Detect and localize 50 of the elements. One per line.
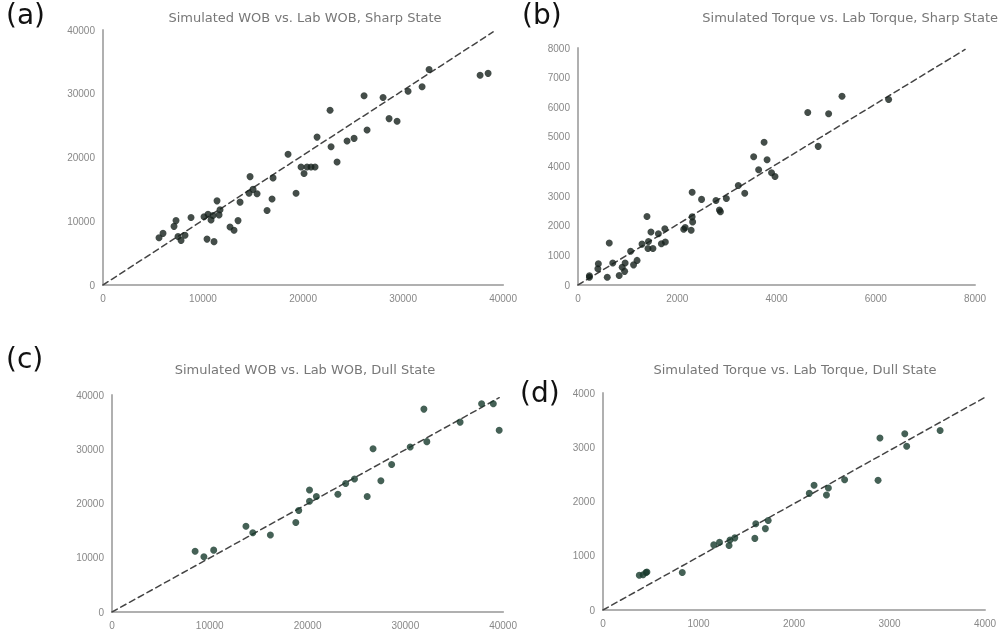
y-tick-label: 10000 [76,552,105,564]
y-tick-label: 6000 [547,101,571,113]
x-tick-label: 6000 [864,292,888,304]
y-tick-label: 10000 [67,215,96,227]
y-tick-label: 4000 [547,161,571,172]
text: (c) [6,341,44,375]
x-tick-label: 0 [600,617,607,629]
y-tick-label: 7000 [547,72,571,84]
y-tick-label: 0 [589,604,596,616]
chart-title: Simulated Torque vs. Lab Torque, Dull State [653,362,937,377]
x-tick-label: 1000 [687,617,711,629]
x-tick-label: 30000 [389,292,418,304]
text: (a) [6,0,46,31]
x-tick-label: 10000 [195,619,225,631]
y-tick-label: 40000 [76,389,105,401]
text: (b) [522,0,562,31]
y-tick-label: 0 [89,279,96,291]
x-tick-label: 30000 [391,619,420,631]
y-tick-label: 30000 [76,443,105,455]
x-tick-label: 0 [109,619,116,631]
y-tick-label: 1000 [547,249,571,261]
y-tick-label: 2000 [572,496,596,507]
y-tick-label: 0 [564,279,571,291]
x-tick-label: 2000 [782,617,806,629]
y-tick-label: 5000 [547,131,571,143]
y-tick-label: 3000 [572,441,596,453]
x-tick-label: 4000 [973,617,997,629]
y-tick-label: 8000 [547,42,571,54]
y-tick-label: 3000 [547,190,571,202]
x-tick-label: 20000 [293,619,322,631]
x-tick-label: 8000 [963,292,987,304]
y-tick-label: 20000 [76,498,105,509]
y-tick-label: 20000 [67,152,96,163]
x-tick-label: 3000 [878,617,902,629]
x-tick-label: 40000 [489,619,518,631]
y-tick-label: 40000 [67,24,96,36]
text: (d) [520,375,560,409]
x-tick-label: 4000 [765,292,789,304]
y-tick-label: 4000 [572,387,596,399]
x-tick-label: 10000 [189,292,218,304]
y-tick-label: 0 [98,606,105,618]
x-tick-label: 20000 [289,292,318,304]
x-tick-label: 2000 [666,292,689,304]
y-tick-label: 2000 [547,220,571,232]
x-tick-label: 40000 [489,292,518,304]
chart-title: Simulated WOB vs. Lab WOB, Sharp State [168,10,442,25]
y-tick-label: 30000 [67,88,96,100]
chart-title: Simulated WOB vs. Lab WOB, Dull State [174,362,436,377]
y-tick-label: 1000 [572,550,596,562]
chart-title: Simulated Torque vs. Lab Torque, Sharp State [702,10,999,25]
